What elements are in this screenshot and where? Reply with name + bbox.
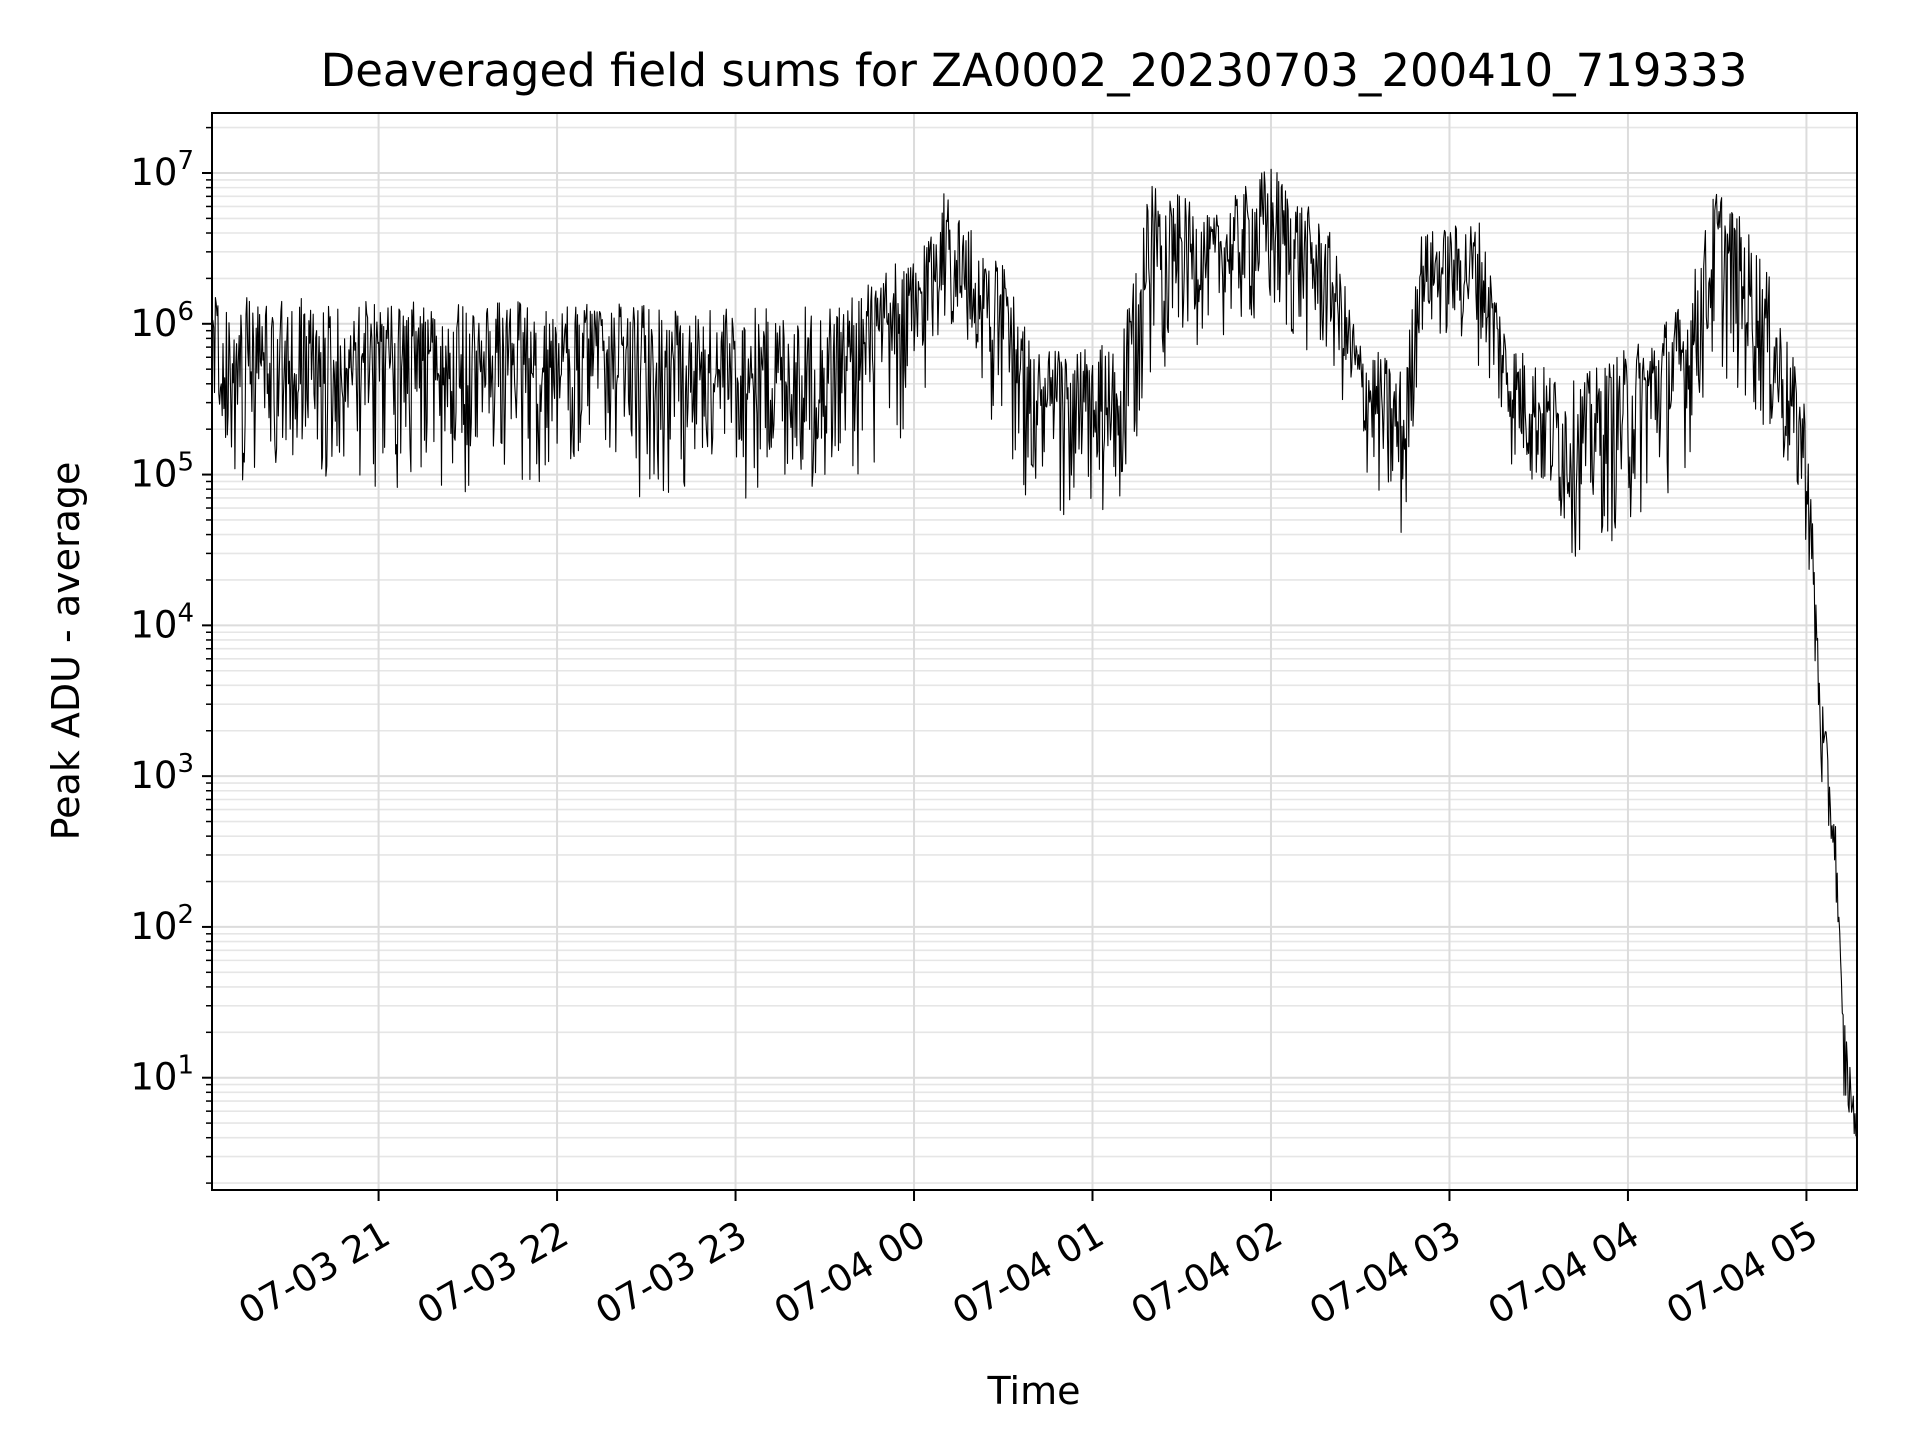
y-tick-label: 103: [130, 749, 194, 797]
y-tick-label: 104: [130, 598, 194, 646]
y-tick-label: 105: [130, 448, 194, 496]
x-axis-label: Time: [987, 1369, 1081, 1413]
chart-title: Deaveraged field sums for ZA0002_2023070…: [321, 44, 1748, 97]
series-line: [211, 168, 1858, 1137]
y-tick-label: 106: [130, 297, 194, 345]
y-tick-label: 102: [130, 900, 194, 948]
series-layer: [211, 168, 1858, 1137]
y-tick-label: 107: [130, 146, 194, 194]
y-tick-label: 101: [130, 1051, 194, 1099]
plot-frame: [211, 112, 1858, 1191]
y-axis-label: Peak ADU - average: [44, 462, 88, 841]
